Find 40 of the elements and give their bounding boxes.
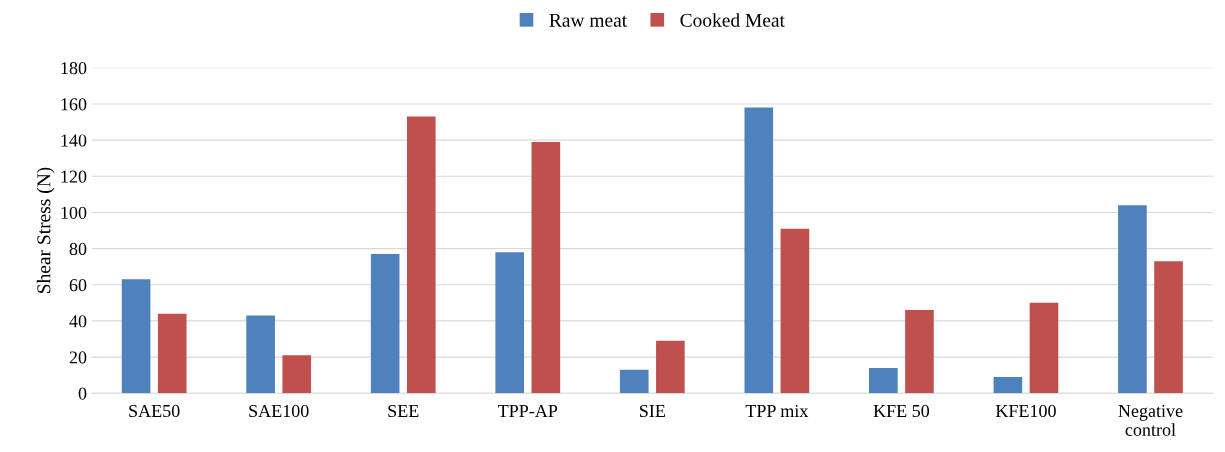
legend-label: Cooked Meat — [680, 13, 785, 27]
y-tick-label: 20 — [69, 351, 87, 364]
x-tick-label: TPP mix — [745, 404, 809, 417]
bar — [282, 355, 312, 394]
bar — [1154, 261, 1183, 394]
bar — [993, 376, 1023, 394]
bar — [157, 313, 187, 394]
x-tick-label: SEE — [388, 404, 419, 418]
bar — [869, 367, 898, 394]
bar — [1029, 302, 1059, 394]
x-tick-label: TPP-AP — [498, 404, 558, 417]
y-tick-label: 140 — [61, 134, 87, 147]
bar — [619, 369, 649, 394]
x-tick-label: KFE100 — [995, 404, 1056, 418]
y-tick-label: 80 — [69, 242, 87, 256]
bar — [780, 228, 810, 394]
x-tick-label: SAE100 — [249, 404, 309, 418]
x-tick-label: Negative control — [1118, 404, 1183, 436]
bar — [406, 116, 436, 394]
y-tick-label: 120 — [61, 170, 87, 183]
y-tick-label: 160 — [61, 98, 87, 111]
y-tick-label: 180 — [61, 62, 87, 75]
bar — [656, 340, 685, 394]
legend-label: Raw meat — [549, 13, 628, 27]
bar — [370, 254, 400, 394]
bar — [121, 279, 151, 394]
y-axis-title: Shear Stress (N) — [36, 167, 55, 293]
bar — [495, 252, 525, 394]
bar — [744, 107, 774, 394]
y-tick-label: 100 — [61, 206, 87, 219]
x-tick-label: SAE50 — [129, 404, 180, 418]
bar — [246, 315, 275, 394]
bar — [905, 310, 934, 394]
y-tick-label: 60 — [69, 279, 87, 292]
x-tick-label: SIE — [639, 404, 665, 418]
x-tick-label: KFE 50 — [873, 404, 930, 418]
y-tick-label: 40 — [69, 315, 87, 328]
y-tick-label: 0 — [78, 387, 87, 400]
bar — [1118, 205, 1147, 394]
bar — [531, 141, 561, 394]
